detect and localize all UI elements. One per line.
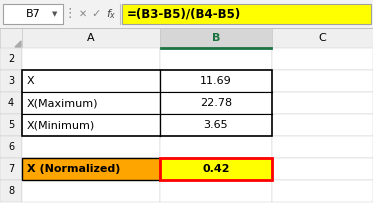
Bar: [0, 136, 22, 158]
Bar: [22, 136, 160, 158]
Text: 22.78: 22.78: [200, 98, 232, 108]
Text: 5: 5: [8, 120, 14, 130]
Text: ⋮: ⋮: [64, 7, 76, 21]
Bar: [160, 136, 272, 158]
Text: X: X: [27, 76, 35, 86]
Bar: [22, 92, 160, 114]
Bar: [22, 28, 160, 48]
Bar: [272, 114, 373, 136]
Text: X(Minimum): X(Minimum): [27, 120, 95, 130]
Bar: [22, 48, 160, 70]
Text: 0.42: 0.42: [202, 164, 230, 174]
Text: B7: B7: [26, 9, 40, 19]
Bar: [160, 158, 272, 180]
Text: 6: 6: [8, 142, 14, 152]
Polygon shape: [15, 41, 21, 47]
Bar: [122, 4, 371, 24]
Text: ✕: ✕: [79, 9, 87, 19]
Bar: [0, 48, 22, 70]
Bar: [160, 48, 272, 70]
Bar: [22, 70, 272, 136]
Bar: [272, 70, 373, 92]
Bar: [160, 158, 272, 180]
Text: 3: 3: [8, 76, 14, 86]
Text: =(B3-B5)/(B4-B5): =(B3-B5)/(B4-B5): [127, 7, 241, 21]
Text: 2: 2: [8, 54, 14, 64]
Bar: [160, 114, 272, 136]
Text: B: B: [212, 33, 220, 43]
Text: 7: 7: [8, 164, 14, 174]
Text: A: A: [87, 33, 95, 43]
Text: 11.69: 11.69: [200, 76, 232, 86]
Bar: [0, 0, 373, 28]
Bar: [272, 158, 373, 180]
Bar: [3, 4, 63, 24]
Text: $f_x$: $f_x$: [106, 7, 116, 21]
Bar: [272, 28, 373, 48]
Bar: [0, 114, 22, 136]
Bar: [22, 114, 160, 136]
Bar: [22, 158, 160, 180]
Bar: [272, 180, 373, 202]
Bar: [0, 158, 22, 180]
Bar: [160, 180, 272, 202]
Bar: [272, 92, 373, 114]
Text: 8: 8: [8, 186, 14, 196]
Bar: [160, 28, 272, 48]
Bar: [0, 180, 22, 202]
Text: X(Maximum): X(Maximum): [27, 98, 98, 108]
Bar: [272, 136, 373, 158]
Bar: [22, 180, 160, 202]
Bar: [0, 28, 22, 48]
Text: 4: 4: [8, 98, 14, 108]
Bar: [160, 70, 272, 92]
Bar: [22, 158, 160, 180]
Text: X (Normalized): X (Normalized): [27, 164, 120, 174]
Text: C: C: [319, 33, 326, 43]
Bar: [22, 70, 160, 92]
Text: ▼: ▼: [52, 11, 58, 17]
Text: 3.65: 3.65: [204, 120, 228, 130]
Bar: [0, 92, 22, 114]
Text: ✓: ✓: [91, 9, 101, 19]
Bar: [160, 92, 272, 114]
Bar: [0, 70, 22, 92]
Bar: [272, 48, 373, 70]
